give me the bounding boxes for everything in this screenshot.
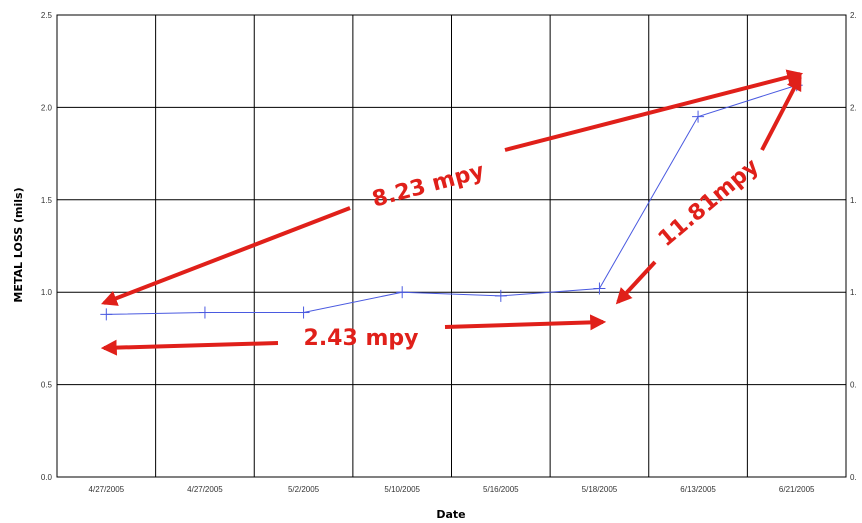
x-axis-title: Date <box>436 508 465 521</box>
x-tick-label: 6/13/2005 <box>680 485 716 494</box>
x-tick-label: 5/10/2005 <box>384 485 420 494</box>
data-point <box>297 306 310 319</box>
data-point <box>593 282 606 295</box>
x-tick-label: 6/21/2005 <box>779 485 815 494</box>
right-y-tick-label: 2. <box>850 11 857 20</box>
series-line <box>106 84 797 315</box>
right-y-tick-label: 1. <box>850 288 857 297</box>
x-tick-label: 4/27/2005 <box>187 485 223 494</box>
y-tick-label: 2.0 <box>41 103 53 112</box>
x-tick-label: 5/16/2005 <box>483 485 519 494</box>
data-point <box>494 289 507 302</box>
data-point <box>692 110 705 123</box>
y-tick-label: 0.5 <box>41 381 53 390</box>
arrow-11-81-upper <box>760 74 802 151</box>
x-tick-labels: 4/27/2005 4/27/2005 5/2/2005 5/10/2005 5/16/… <box>89 485 816 494</box>
right-y-tick-label: 0. <box>850 473 857 482</box>
annotation-arrows <box>100 69 804 356</box>
series-metal-loss <box>100 79 803 321</box>
right-y-tick-label: 2. <box>850 103 857 112</box>
x-tick-label: 5/18/2005 <box>582 485 618 494</box>
y-axis-title: METAL LOSS (mils) <box>12 187 25 302</box>
arrow-2-43-right <box>444 314 607 331</box>
arrow-11-81-lower <box>615 260 657 305</box>
right-y-tick-labels: 0. 0. 1. 1. 2. 2. <box>850 11 857 482</box>
data-point <box>100 308 113 321</box>
y-tick-label: 1.0 <box>41 288 53 297</box>
data-point <box>396 286 409 299</box>
y-tick-labels: 0.0 0.5 1.0 1.5 2.0 2.5 <box>41 11 53 482</box>
y-tick-label: 2.5 <box>41 11 53 20</box>
y-tick-label: 1.5 <box>41 196 53 205</box>
annotation-2-43-mpy: 2.43 mpy <box>304 326 419 351</box>
x-tick-label: 5/2/2005 <box>288 485 320 494</box>
grid-lines <box>57 14 846 478</box>
right-y-tick-label: 1. <box>850 196 857 205</box>
arrow-8-23-right <box>504 69 804 152</box>
x-tick-label: 4/27/2005 <box>89 485 125 494</box>
right-y-tick-label: 0. <box>850 381 857 390</box>
arrow-8-23-left <box>101 206 351 306</box>
y-tick-label: 0.0 <box>41 473 53 482</box>
data-point <box>198 306 211 319</box>
arrow-2-43-left <box>100 339 279 356</box>
